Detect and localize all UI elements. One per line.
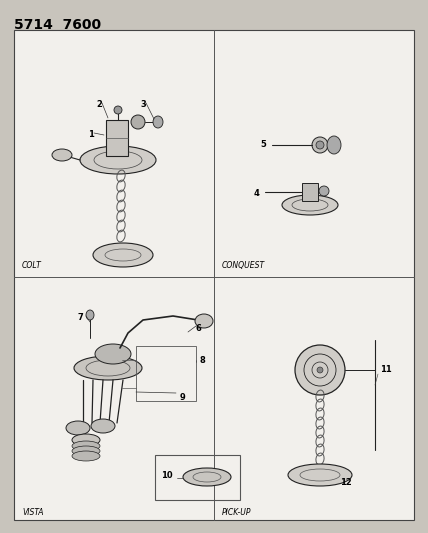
Ellipse shape — [72, 434, 100, 446]
Text: CONQUEST: CONQUEST — [222, 261, 265, 270]
Text: 7: 7 — [78, 313, 84, 322]
Ellipse shape — [327, 136, 341, 154]
Ellipse shape — [131, 115, 145, 129]
Circle shape — [317, 367, 323, 373]
Text: PICK-UP: PICK-UP — [222, 508, 252, 517]
Text: 1: 1 — [88, 130, 94, 139]
Text: 9: 9 — [180, 393, 186, 402]
Ellipse shape — [66, 421, 90, 435]
Text: COLT: COLT — [22, 261, 42, 270]
Text: 11: 11 — [380, 365, 392, 374]
Ellipse shape — [282, 195, 338, 215]
Ellipse shape — [183, 468, 231, 486]
Ellipse shape — [93, 243, 153, 267]
Ellipse shape — [80, 146, 156, 174]
Ellipse shape — [74, 356, 142, 380]
Text: 5: 5 — [260, 140, 266, 149]
Text: 6: 6 — [196, 324, 202, 333]
Bar — [136, 346, 196, 401]
Bar — [302, 183, 318, 201]
Ellipse shape — [288, 464, 352, 486]
Ellipse shape — [114, 106, 122, 114]
Bar — [106, 120, 128, 156]
Ellipse shape — [52, 149, 72, 161]
Ellipse shape — [91, 419, 115, 433]
Text: 8: 8 — [200, 356, 206, 365]
Text: 4: 4 — [254, 189, 260, 198]
Text: 5714  7600: 5714 7600 — [14, 18, 101, 32]
Ellipse shape — [72, 446, 100, 456]
Ellipse shape — [312, 137, 328, 153]
Ellipse shape — [319, 186, 329, 196]
Text: 2: 2 — [96, 100, 102, 109]
Text: 3: 3 — [140, 100, 146, 109]
Ellipse shape — [72, 441, 100, 451]
Ellipse shape — [195, 314, 213, 328]
Circle shape — [295, 345, 345, 395]
Ellipse shape — [316, 141, 324, 149]
Ellipse shape — [86, 310, 94, 320]
Ellipse shape — [72, 451, 100, 461]
Text: VISTA: VISTA — [22, 508, 44, 517]
Ellipse shape — [153, 116, 163, 128]
Bar — [155, 455, 240, 500]
Text: 10: 10 — [161, 471, 172, 480]
Text: 12: 12 — [340, 478, 352, 487]
Ellipse shape — [95, 344, 131, 364]
